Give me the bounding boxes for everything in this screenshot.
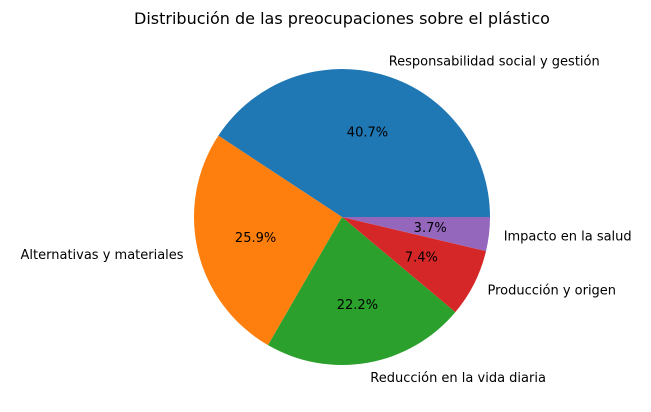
pct-label-alternativas-y-materiales: 25.9%: [235, 231, 276, 246]
chart-title: Distribución de las preocupaciones sobre…: [134, 9, 550, 28]
pie-slice-alternativas-y-materiales: [194, 135, 342, 346]
category-label-responsabilidad-social-y-gestion: Responsabilidad social y gestión: [389, 55, 600, 70]
pie-slice-responsabilidad-social-y-gestion: [218, 69, 490, 218]
pct-label-produccion-y-origen: 7.4%: [405, 250, 438, 265]
category-label-impacto-en-la-salud: Impacto en la salud: [504, 229, 632, 244]
pct-label-reduccion-en-la-vida-diaria: 22.2%: [337, 298, 378, 313]
category-label-reduccion-en-la-vida-diaria: Reducción en la vida diaria: [370, 371, 546, 386]
category-label-alternativas-y-materiales: Alternativas y materiales: [21, 248, 184, 263]
pct-label-responsabilidad-social-y-gestion: 40.7%: [347, 125, 388, 140]
pie-labels: 40.7% Responsabilidad social y gestión 25.…: [21, 55, 632, 386]
pie-slice-impacto-en-la-salud: [342, 217, 490, 252]
pie-slice-reduccion-en-la-vida-diaria: [268, 217, 456, 365]
pct-label-impacto-en-la-salud: 3.7%: [414, 221, 447, 236]
pie-slice-produccion-y-origen: [342, 217, 487, 313]
category-label-produccion-y-origen: Producción y origen: [487, 284, 616, 299]
pie-slices: [194, 69, 490, 365]
